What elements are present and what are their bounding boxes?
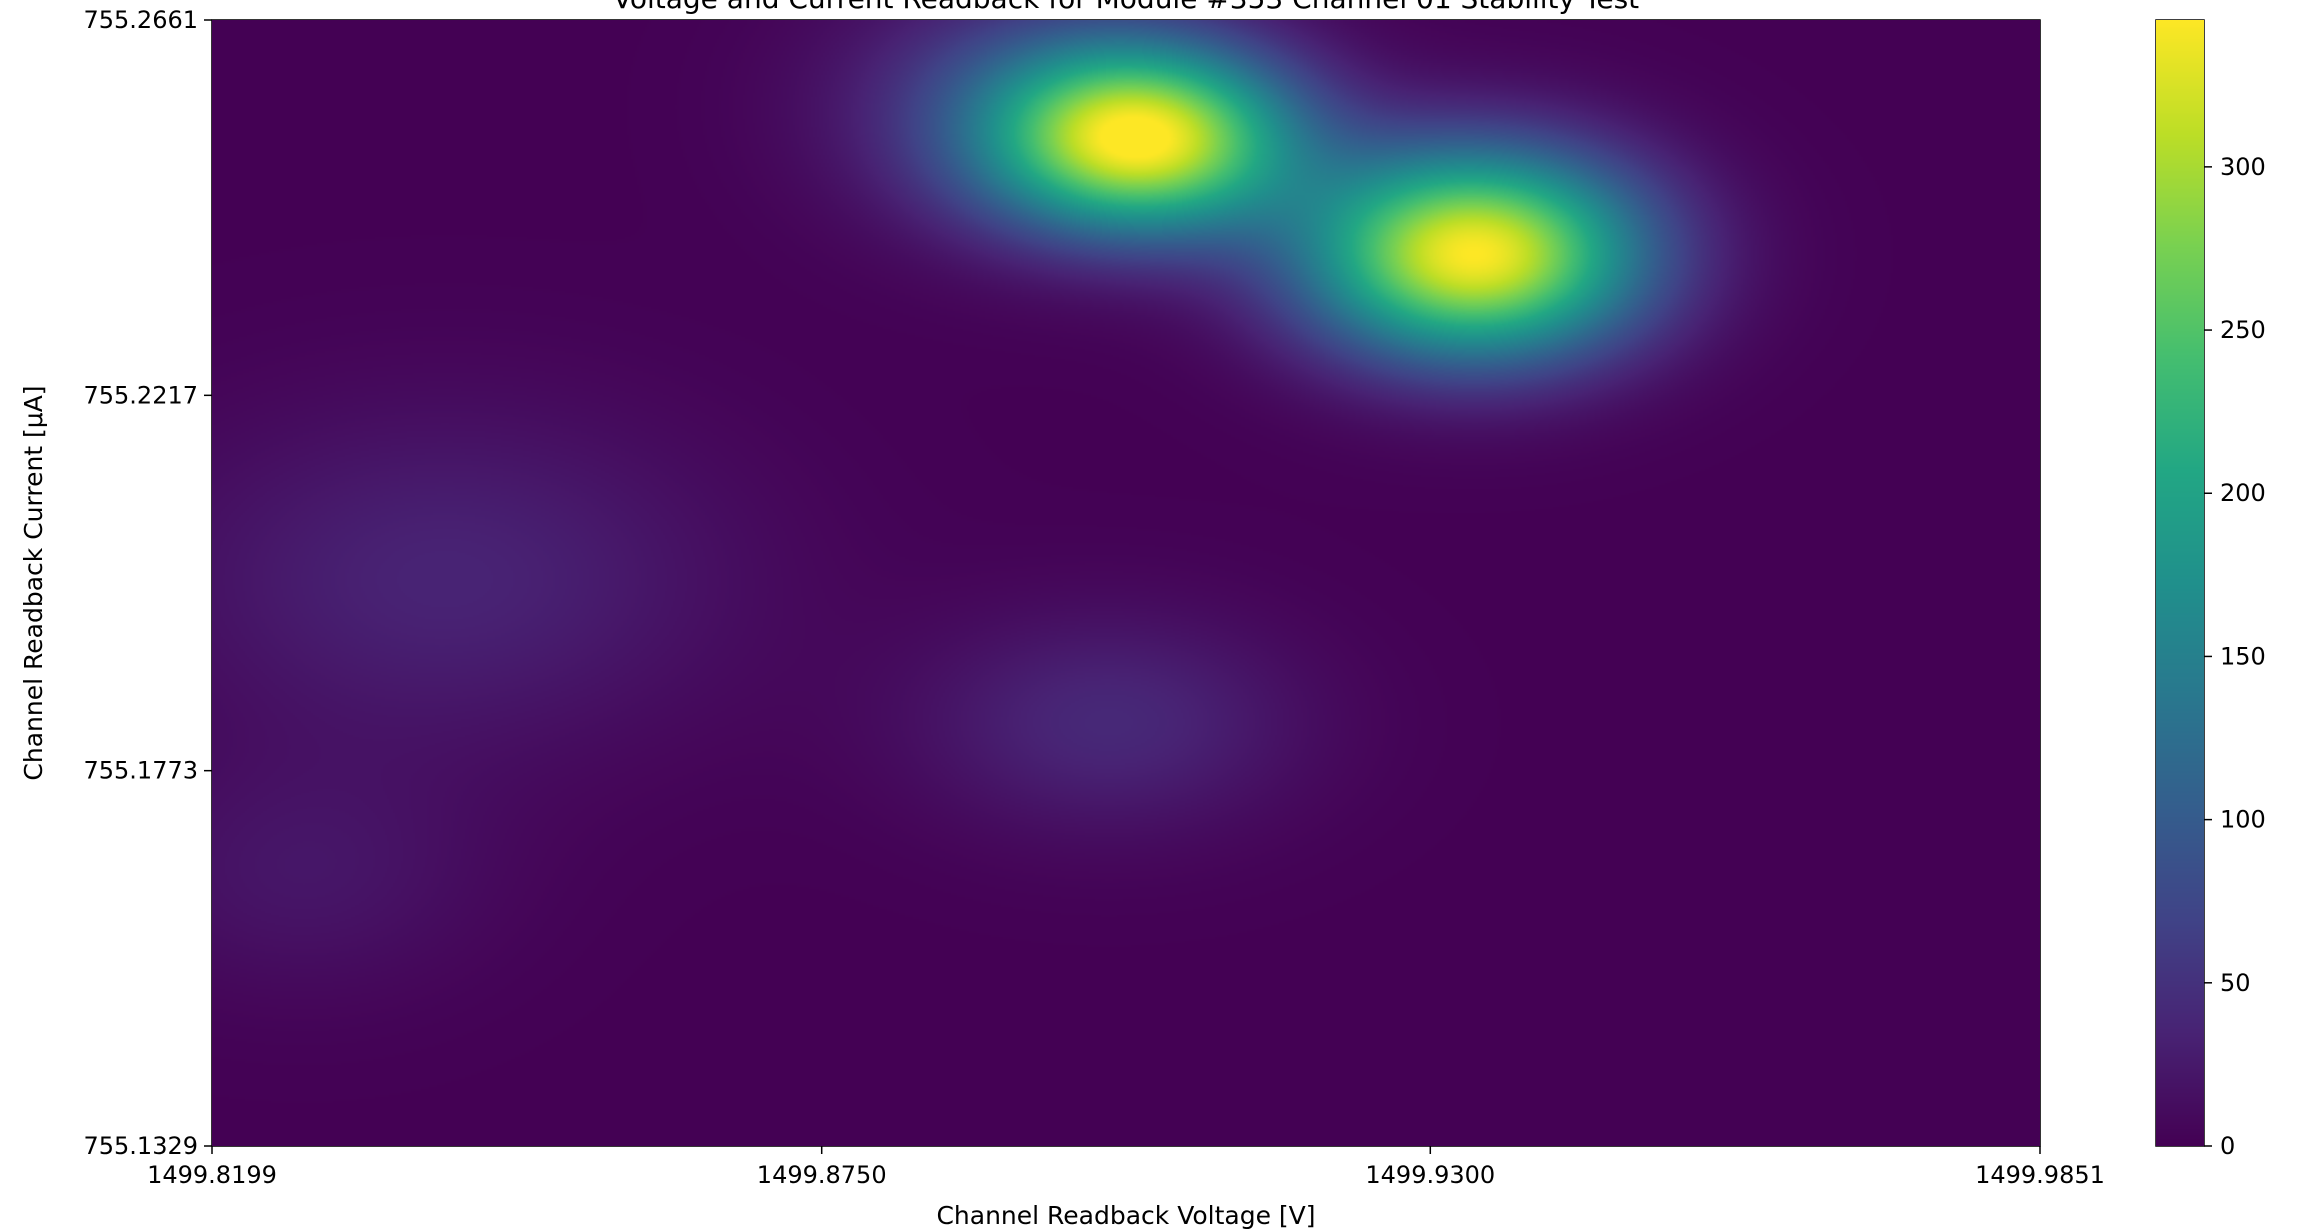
colorbar-tick-label: 50 [2220,969,2251,997]
x-tick-label: 1499.8199 [147,1161,277,1189]
x-axis-ticks: 1499.8199 1499.8750 1499.9300 1499.9851 [147,1146,2105,1189]
colorbar-tick-label: 150 [2220,642,2266,670]
colorbar-ticks: 0 50 100 150 200 250 300 [2204,153,2266,1160]
colorbar-tick-label: 250 [2220,316,2266,344]
colorbar-tick-label: 0 [2220,1132,2235,1160]
y-axis-label: Channel Readback Current [μA] [19,385,48,780]
y-tick-label: 755.2661 [83,6,198,34]
y-axis-ticks: 755.1329 755.1773 755.2217 755.2661 [83,6,212,1160]
density-heatmap [212,20,2040,1146]
y-tick-label: 755.2217 [83,381,198,409]
colorbar-tick-label: 100 [2220,806,2266,834]
x-tick-label: 1499.9851 [1975,1161,2105,1189]
chart-title: Voltage and Current Readback for Module … [613,0,1639,15]
colorbar-tick-label: 200 [2220,479,2266,507]
x-axis-label: Channel Readback Voltage [V] [936,1201,1315,1230]
x-tick-label: 1499.9300 [1365,1161,1495,1189]
colorbar [2156,20,2204,1146]
colorbar-tick-label: 300 [2220,153,2266,181]
x-tick-label: 1499.8750 [757,1161,887,1189]
y-tick-label: 755.1773 [83,757,198,785]
y-tick-label: 755.1329 [83,1132,198,1160]
